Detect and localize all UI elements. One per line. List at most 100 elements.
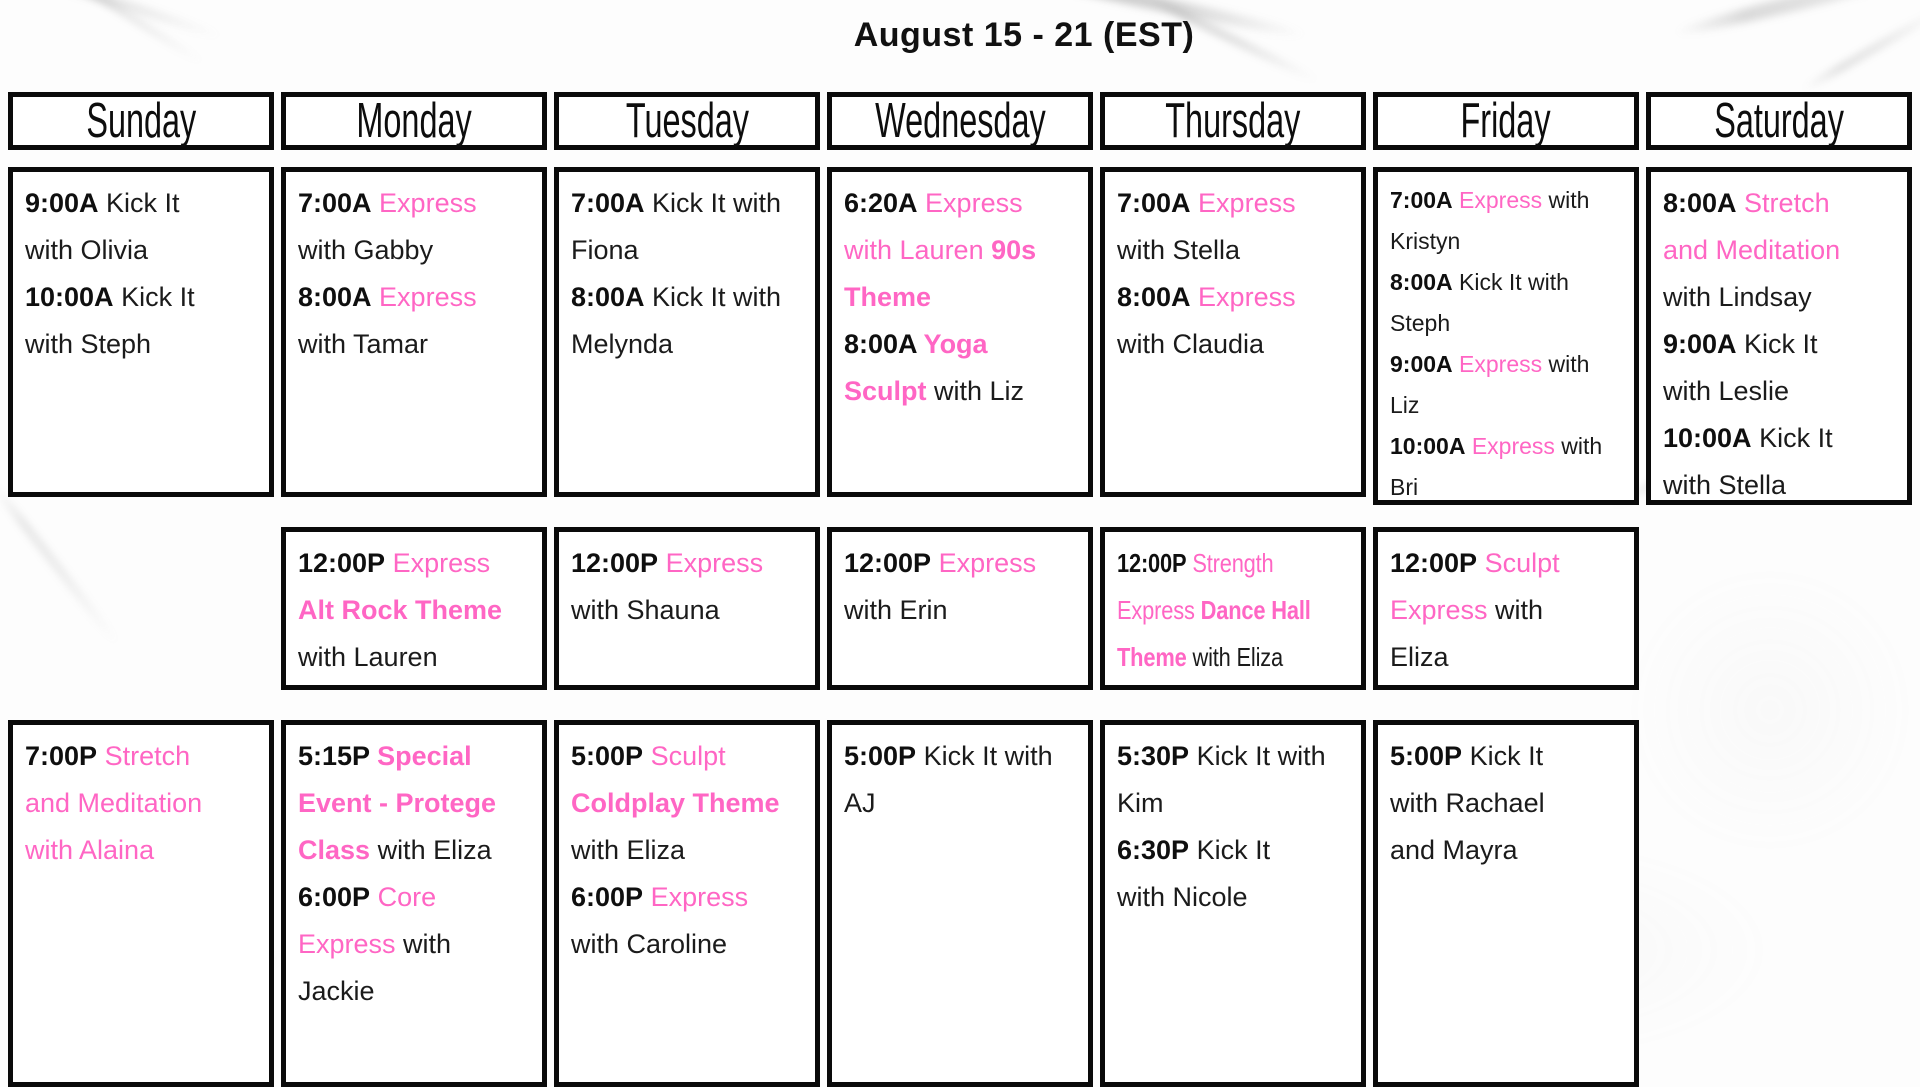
schedule-line: with Lauren bbox=[298, 634, 534, 681]
segment: Kick It with bbox=[644, 282, 782, 312]
segment: with Stella bbox=[1117, 235, 1241, 265]
schedule-line: Class with Eliza bbox=[298, 827, 534, 874]
segment: Kick It bbox=[1189, 835, 1271, 865]
segment: Kick It bbox=[1751, 423, 1833, 453]
schedule-line: with Shauna bbox=[571, 587, 807, 634]
schedule-line: 8:00A Express bbox=[1117, 274, 1353, 321]
schedule-line: Melynda bbox=[571, 321, 807, 368]
segment: with bbox=[1542, 187, 1590, 213]
schedule-line: with Tamar bbox=[298, 321, 534, 368]
segment: 8:00A bbox=[1390, 269, 1453, 295]
segment: 10:00A bbox=[1663, 423, 1752, 453]
schedule-block-wednesday-evening: 5:00P Kick It with AJ bbox=[827, 720, 1093, 1087]
schedule-block-monday-morning: 7:00A Express with Gabby 8:00A Express with… bbox=[281, 167, 547, 497]
block-text: 5:00P Kick It with AJ bbox=[844, 733, 1080, 827]
segment: 10:00A bbox=[25, 282, 114, 312]
segment: 6:00P bbox=[298, 882, 371, 912]
block-text: 8:00A Stretch and Meditation with Lindsay 9… bbox=[1663, 180, 1899, 509]
segment: Express bbox=[298, 929, 396, 959]
block-text: 12:00P Express Alt Rock Theme with Lauren bbox=[298, 540, 534, 681]
schedule-line: 10:00A Kick It bbox=[25, 274, 261, 321]
schedule-line: 6:00P Express bbox=[571, 874, 807, 921]
schedule-line: with Caroline bbox=[571, 921, 807, 968]
schedule-line: 7:00A Express bbox=[1117, 180, 1353, 227]
segment: with Nicole bbox=[1117, 882, 1248, 912]
segment: 5:00P bbox=[1390, 741, 1463, 771]
schedule-line: 6:20A Express bbox=[844, 180, 1080, 227]
segment: 7:00A bbox=[571, 188, 645, 218]
day-header-label: Friday bbox=[1460, 91, 1552, 149]
segment: with Shauna bbox=[571, 595, 720, 625]
segment: Express bbox=[385, 548, 491, 578]
segment: 6:00P bbox=[571, 882, 644, 912]
schedule-line: with Alaina bbox=[25, 827, 261, 874]
segment: 90s bbox=[991, 235, 1037, 265]
schedule-block-wednesday-morning: 6:20A Express with Lauren 90s Theme 8:00A Y… bbox=[827, 167, 1093, 497]
schedule-block-thursday-midday: 12:00P Strength Express Dance Hall Theme w… bbox=[1100, 527, 1366, 690]
segment: Theme bbox=[844, 282, 932, 312]
schedule-line: with Erin bbox=[844, 587, 1080, 634]
block-text: 12:00P Express with Erin bbox=[844, 540, 1080, 634]
segment: with bbox=[1542, 351, 1590, 377]
schedule-block-wednesday-midday: 12:00P Express with Erin bbox=[827, 527, 1093, 690]
block-text: 7:00A Express with Kristyn 8:00A Kick It w… bbox=[1390, 180, 1626, 508]
segment: Kick It bbox=[1736, 329, 1818, 359]
segment: 10:00A bbox=[1390, 433, 1466, 459]
day-header-label: Tuesday bbox=[625, 91, 749, 149]
segment: 7:00A bbox=[1390, 187, 1453, 213]
schedule-line: Bri bbox=[1390, 467, 1626, 508]
schedule-line: 10:00A Kick It bbox=[1663, 415, 1899, 462]
schedule-block-friday-midday: 12:00P Sculpt Express with Eliza bbox=[1373, 527, 1639, 690]
segment: 9:00A bbox=[1663, 329, 1737, 359]
schedule-line: with Steph bbox=[25, 321, 261, 368]
schedule-block-thursday-morning: 7:00A Express with Stella 8:00A Express wit… bbox=[1100, 167, 1366, 497]
segment: Kick It bbox=[1462, 741, 1544, 771]
segment: AJ bbox=[844, 788, 876, 818]
schedule-line: with Nicole bbox=[1117, 874, 1353, 921]
schedule-line: 8:00A Stretch bbox=[1663, 180, 1899, 227]
segment: Express bbox=[931, 548, 1037, 578]
schedule-line: 5:00P Sculpt bbox=[571, 733, 807, 780]
segment: with Liz bbox=[926, 376, 1025, 406]
schedule-line: with Lauren 90s bbox=[844, 227, 1080, 274]
day-column-thursday: Thursday 7:00A Express with Stella 8:00A Ex… bbox=[1100, 92, 1366, 1087]
segment: 5:15P bbox=[298, 741, 370, 771]
segment: Express bbox=[371, 282, 477, 312]
schedule-block-monday-midday: 12:00P Express Alt Rock Theme with Lauren bbox=[281, 527, 547, 690]
schedule-block-thursday-evening: 5:30P Kick It with Kim 6:30P Kick It with N… bbox=[1100, 720, 1366, 1087]
segment: Express bbox=[1117, 595, 1201, 625]
schedule-line: Kristyn bbox=[1390, 221, 1626, 262]
segment: 5:30P bbox=[1117, 741, 1190, 771]
day-header: Thursday bbox=[1100, 92, 1366, 150]
segment: with Caroline bbox=[571, 929, 728, 959]
segment: Kick It with bbox=[916, 741, 1053, 771]
schedule-line: Express with bbox=[298, 921, 534, 968]
day-header-label: Monday bbox=[356, 91, 472, 149]
segment: 8:00A bbox=[298, 282, 372, 312]
schedule-line: AJ bbox=[844, 780, 1080, 827]
segment: with Eliza bbox=[571, 835, 686, 865]
segment: with Gabby bbox=[298, 235, 434, 265]
segment: Dance Hall bbox=[1200, 595, 1311, 625]
schedule-line: 8:00A Kick It with bbox=[1390, 262, 1626, 303]
block-text: 5:15P Special Event - Protege Class with E… bbox=[298, 733, 534, 1015]
segment: Special bbox=[369, 741, 472, 771]
segment: 6:30P bbox=[1117, 835, 1190, 865]
schedule-line: 9:00A Kick It bbox=[25, 180, 261, 227]
segment: Express bbox=[658, 548, 764, 578]
segment: 5:00P bbox=[844, 741, 917, 771]
schedule-line: 8:00A Express bbox=[298, 274, 534, 321]
segment: Alt Rock Theme bbox=[298, 595, 503, 625]
segment: Express bbox=[1452, 187, 1543, 213]
segment: Kristyn bbox=[1390, 228, 1461, 254]
segment: Express bbox=[1190, 188, 1296, 218]
segment: with Lauren bbox=[298, 642, 438, 672]
segment: with Olivia bbox=[25, 235, 149, 265]
day-header: Sunday bbox=[8, 92, 274, 150]
schedule-line: Coldplay Theme bbox=[571, 780, 807, 827]
schedule-block-sunday-morning: 9:00A Kick It with Olivia 10:00A Kick It wi… bbox=[8, 167, 274, 497]
segment: 12:00P bbox=[298, 548, 386, 578]
schedule-line: with Gabby bbox=[298, 227, 534, 274]
segment: Coldplay Theme bbox=[571, 788, 780, 818]
segment: Event - Protege bbox=[298, 788, 497, 818]
